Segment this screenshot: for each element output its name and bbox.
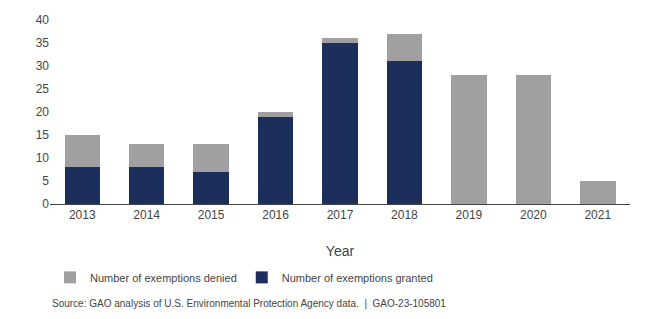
svg-text:35: 35 [36,36,50,50]
svg-text:Source: GAO analysis of U.S. E: Source: GAO analysis of U.S. Environment… [52,298,446,309]
svg-text:Number of exemptions granted: Number of exemptions granted [282,272,433,284]
svg-text:2017: 2017 [327,208,354,222]
svg-text:30: 30 [36,59,50,73]
svg-text:0: 0 [42,197,49,211]
svg-text:20: 20 [36,105,50,119]
svg-text:2013: 2013 [69,208,96,222]
svg-text:2020: 2020 [520,208,547,222]
svg-text:2019: 2019 [456,208,483,222]
svg-text:5: 5 [42,174,49,188]
svg-text:2021: 2021 [584,208,611,222]
svg-text:Number of exemptions denied: Number of exemptions denied [90,272,237,284]
svg-text:10: 10 [36,151,50,165]
svg-text:40: 40 [36,13,50,27]
svg-text:2015: 2015 [198,208,225,222]
svg-text:2014: 2014 [133,208,160,222]
svg-text:2018: 2018 [391,208,418,222]
svg-text:25: 25 [36,82,50,96]
svg-text:2016: 2016 [262,208,289,222]
svg-text:15: 15 [36,128,50,142]
svg-text:Year: Year [326,243,355,259]
